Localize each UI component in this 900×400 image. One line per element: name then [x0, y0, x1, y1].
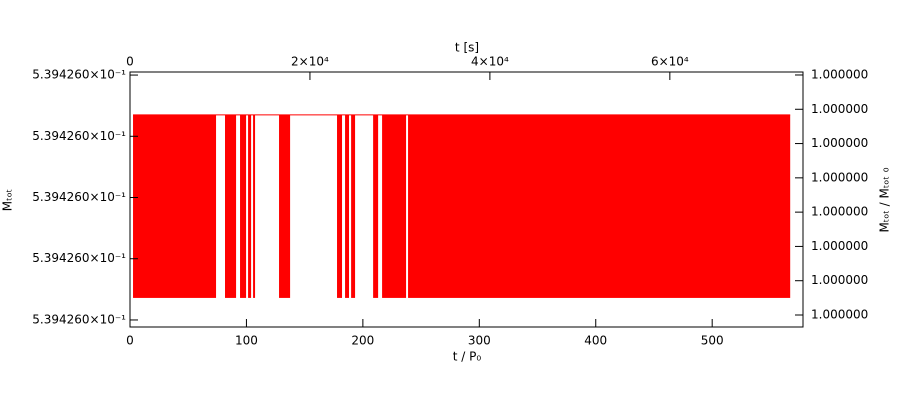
- x2-tick-label: 0: [126, 55, 134, 69]
- oscillation-band: [337, 114, 343, 298]
- y2-axis-title: Mₜₒₜ / Mₜₒₜ ₀: [878, 167, 892, 232]
- x2-tick-label: 4×10⁴: [471, 55, 509, 69]
- x2-axis-title: t [s]: [455, 41, 479, 55]
- y2-tick-label: 1.000000: [811, 239, 868, 253]
- y2-tick-label: 1.000000: [811, 307, 868, 321]
- oscillation-band: [248, 114, 252, 298]
- x-tick-label: 400: [584, 334, 607, 348]
- y2-tick-label: 1.000000: [811, 67, 868, 81]
- y2-tick-label: 1.000000: [811, 170, 868, 184]
- oscillation-band: [345, 114, 350, 298]
- oscillation-band: [382, 114, 407, 298]
- y2-tick-label: 1.000000: [811, 136, 868, 150]
- x-tick-label: 200: [351, 334, 374, 348]
- oscillation-band: [279, 114, 291, 298]
- oscillation-band: [225, 114, 237, 298]
- y-tick-label: 5.394260×10⁻¹: [32, 129, 126, 143]
- x-tick-label: 0: [126, 334, 134, 348]
- oscillation-band: [408, 114, 791, 298]
- x-axis-title: t / P₀: [453, 350, 482, 364]
- oscillation-band: [373, 114, 379, 298]
- oscillation-band: [240, 114, 247, 298]
- plot-frame: [129, 71, 804, 328]
- oscillation-band: [351, 114, 356, 298]
- y2-tick-label: 1.000000: [811, 205, 868, 219]
- oscillation-band: [133, 114, 217, 298]
- x2-tick-label: 6×10⁴: [651, 55, 689, 69]
- y-tick-label: 5.394260×10⁻¹: [32, 190, 126, 204]
- y-tick-label: 5.394260×10⁻¹: [32, 68, 126, 82]
- y2-tick-label: 1.000000: [811, 102, 868, 116]
- x-tick-label: 300: [468, 334, 491, 348]
- oscillation-band: [253, 114, 256, 298]
- x-tick-label: 100: [235, 334, 258, 348]
- y-tick-label: 5.394260×10⁻¹: [32, 312, 126, 326]
- y-axis-title: Mₜₒₜ: [1, 189, 15, 211]
- y2-tick-label: 1.000000: [811, 273, 868, 287]
- x-tick-label: 500: [701, 334, 724, 348]
- x2-tick-label: 2×10⁴: [291, 55, 329, 69]
- y-tick-label: 5.394260×10⁻¹: [32, 251, 126, 265]
